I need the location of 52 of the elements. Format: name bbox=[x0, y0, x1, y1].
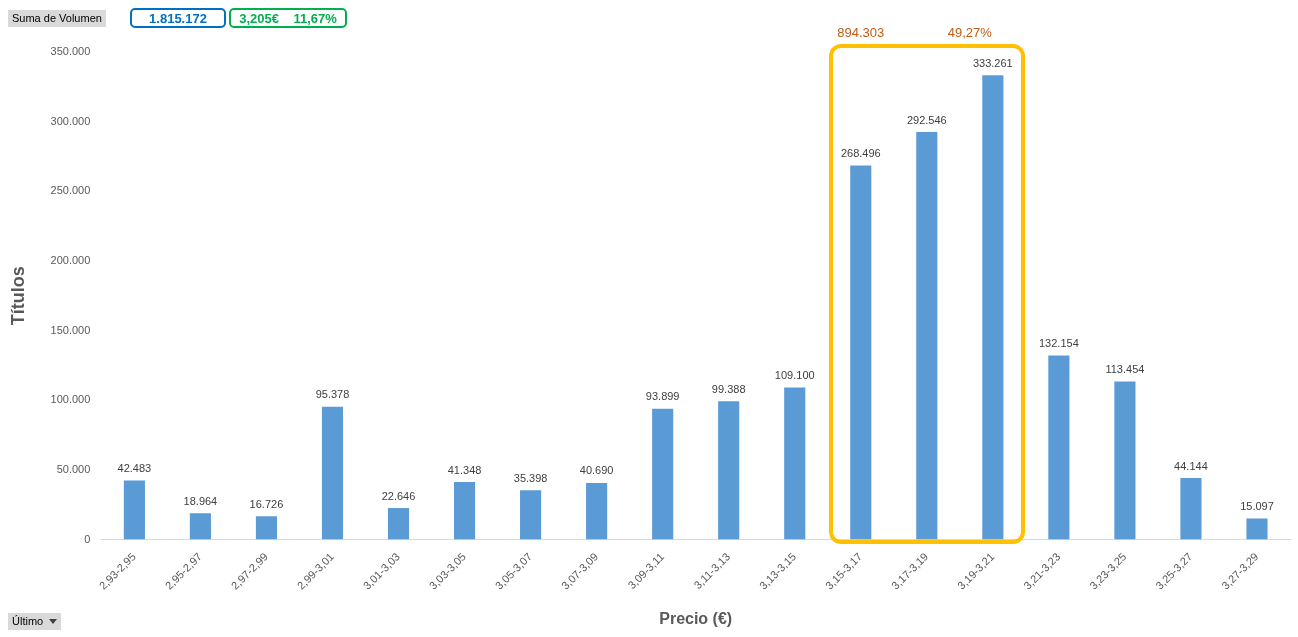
bar bbox=[652, 408, 674, 540]
bar bbox=[255, 516, 278, 540]
data-label: 41.348 bbox=[447, 463, 482, 476]
bar bbox=[1114, 381, 1136, 540]
y-axis-title: Títulos bbox=[7, 266, 28, 326]
y-tick-label: 150.000 bbox=[50, 323, 91, 336]
text: 894.303 bbox=[837, 25, 885, 41]
data-label: 268.496 bbox=[840, 147, 881, 160]
data-label: 16.726 bbox=[249, 497, 284, 510]
y-tick-label: 350.000 bbox=[50, 45, 91, 58]
bar bbox=[784, 387, 806, 540]
y-tick-label: 250.000 bbox=[50, 184, 91, 197]
text: Suma de Volumen bbox=[8, 10, 106, 27]
bar bbox=[1180, 478, 1202, 540]
bar bbox=[850, 165, 872, 540]
bar bbox=[916, 132, 938, 540]
data-label: 44.144 bbox=[1174, 459, 1208, 472]
data-label: 95.378 bbox=[315, 388, 350, 401]
data-label: 40.690 bbox=[579, 464, 614, 477]
bar bbox=[1048, 355, 1070, 540]
bar bbox=[387, 508, 410, 540]
y-tick-label: 100.000 bbox=[50, 393, 91, 406]
bar bbox=[123, 480, 145, 540]
y-tick-label: 200.000 bbox=[50, 254, 91, 266]
data-label: 93.899 bbox=[645, 390, 680, 403]
data-label: 292.546 bbox=[906, 113, 947, 126]
data-label: 35.398 bbox=[513, 471, 548, 484]
bar bbox=[718, 401, 740, 540]
y-tick-label: 50.000 bbox=[56, 462, 91, 475]
bar bbox=[1246, 518, 1268, 540]
data-label: 113.454 bbox=[1105, 363, 1145, 376]
bar bbox=[453, 482, 476, 540]
x-axis-title: Precio (€) bbox=[659, 609, 733, 627]
text: 1.815.172 bbox=[130, 8, 226, 28]
bar bbox=[321, 406, 344, 540]
text: Último bbox=[12, 615, 44, 628]
bar bbox=[520, 490, 542, 540]
text: 3,205€ 11,67% bbox=[229, 8, 347, 28]
data-label: 18.964 bbox=[183, 494, 218, 507]
data-label: 132.154 bbox=[1038, 337, 1079, 350]
y-tick-label: 300.000 bbox=[50, 114, 91, 127]
data-label: 42.483 bbox=[117, 461, 152, 474]
data-label: 109.100 bbox=[774, 369, 815, 382]
bar bbox=[189, 513, 211, 540]
bar bbox=[982, 75, 1004, 540]
text: 49,27% bbox=[947, 25, 993, 41]
data-label: 22.646 bbox=[381, 489, 416, 502]
data-label: 333.261 bbox=[972, 56, 1013, 69]
bar bbox=[586, 482, 608, 540]
data-label: 99.388 bbox=[711, 382, 746, 395]
y-tick-label: 0 bbox=[84, 532, 91, 545]
data-label: 15.097 bbox=[1240, 500, 1274, 513]
